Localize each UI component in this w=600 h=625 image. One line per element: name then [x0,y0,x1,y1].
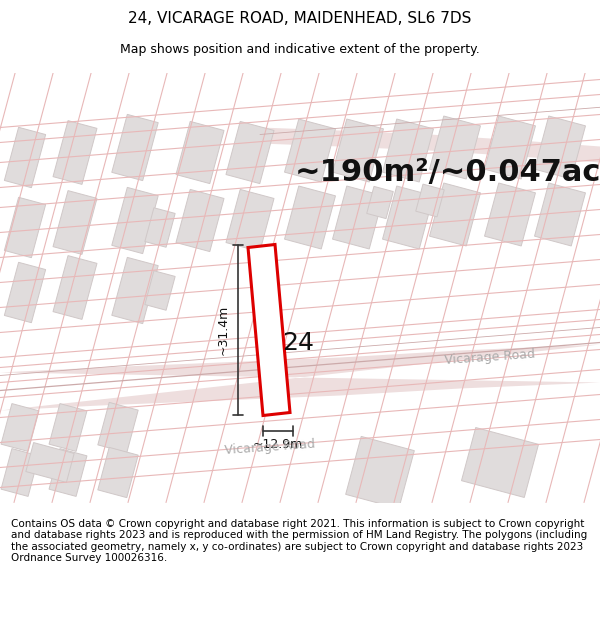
Text: Vicarage Road: Vicarage Road [444,348,536,367]
Polygon shape [535,183,586,246]
Text: Vicarage Road: Vicarage Road [224,438,316,457]
Text: ~31.4m: ~31.4m [217,304,230,354]
Polygon shape [284,119,335,182]
Polygon shape [4,127,46,188]
Polygon shape [226,189,274,252]
Polygon shape [383,119,433,182]
Polygon shape [416,184,444,217]
Polygon shape [226,121,274,184]
Polygon shape [284,186,335,249]
Polygon shape [260,127,600,162]
Text: Contains OS data © Crown copyright and database right 2021. This information is : Contains OS data © Crown copyright and d… [11,519,587,563]
Polygon shape [430,116,481,179]
Polygon shape [26,442,74,483]
Polygon shape [367,186,393,219]
Polygon shape [98,448,138,498]
Polygon shape [430,183,481,246]
Polygon shape [535,116,586,179]
Polygon shape [112,188,158,254]
Polygon shape [461,428,539,498]
Polygon shape [383,186,433,249]
Polygon shape [485,183,535,246]
Text: 24: 24 [282,331,314,354]
Polygon shape [53,121,97,184]
Polygon shape [332,186,383,249]
Polygon shape [49,449,87,496]
Text: Map shows position and indicative extent of the property.: Map shows position and indicative extent… [120,42,480,56]
Polygon shape [332,119,383,182]
Polygon shape [98,402,138,452]
Polygon shape [145,271,175,310]
Text: 24, VICARAGE ROAD, MAIDENHEAD, SL6 7DS: 24, VICARAGE ROAD, MAIDENHEAD, SL6 7DS [128,11,472,26]
Polygon shape [112,114,158,181]
Polygon shape [4,262,46,322]
Polygon shape [4,198,46,258]
Polygon shape [346,436,415,509]
Text: ~190m²/~0.047ac.: ~190m²/~0.047ac. [295,158,600,187]
Polygon shape [0,344,600,411]
Polygon shape [1,404,39,451]
Polygon shape [53,256,97,319]
Polygon shape [53,191,97,254]
Text: ~12.9m: ~12.9m [253,439,303,451]
Polygon shape [49,404,87,451]
Polygon shape [112,258,158,324]
Polygon shape [1,449,39,496]
Polygon shape [176,189,224,252]
Polygon shape [176,121,224,184]
Polygon shape [145,208,175,248]
Polygon shape [248,244,290,416]
Polygon shape [485,116,535,179]
